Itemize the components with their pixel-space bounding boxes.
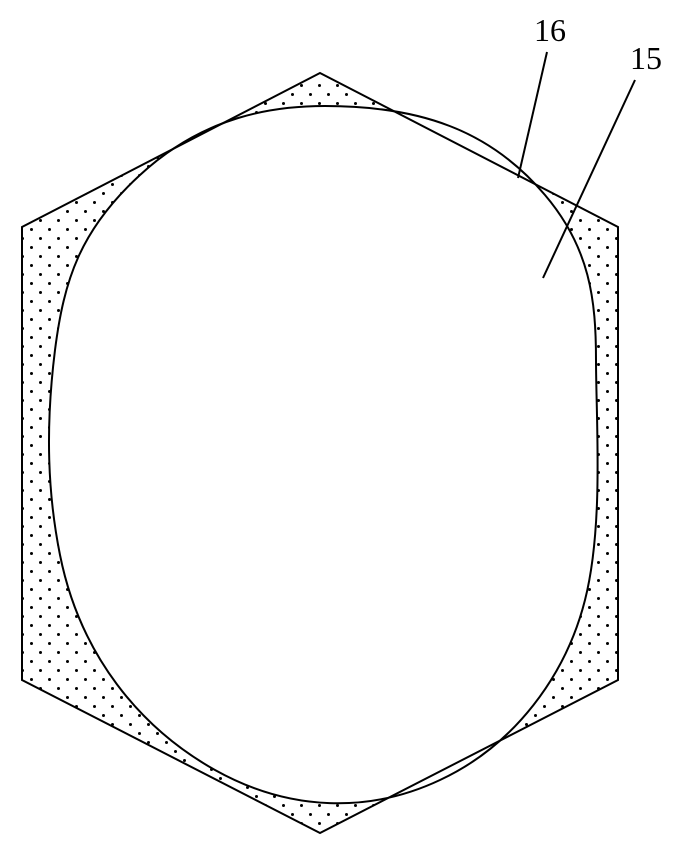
diagram-svg <box>0 0 693 862</box>
callout-label-16: 16 <box>534 12 566 49</box>
dotted-fill-region <box>0 0 693 862</box>
diagram-canvas: 16 15 <box>0 0 693 862</box>
callout-label-15: 15 <box>630 40 662 77</box>
